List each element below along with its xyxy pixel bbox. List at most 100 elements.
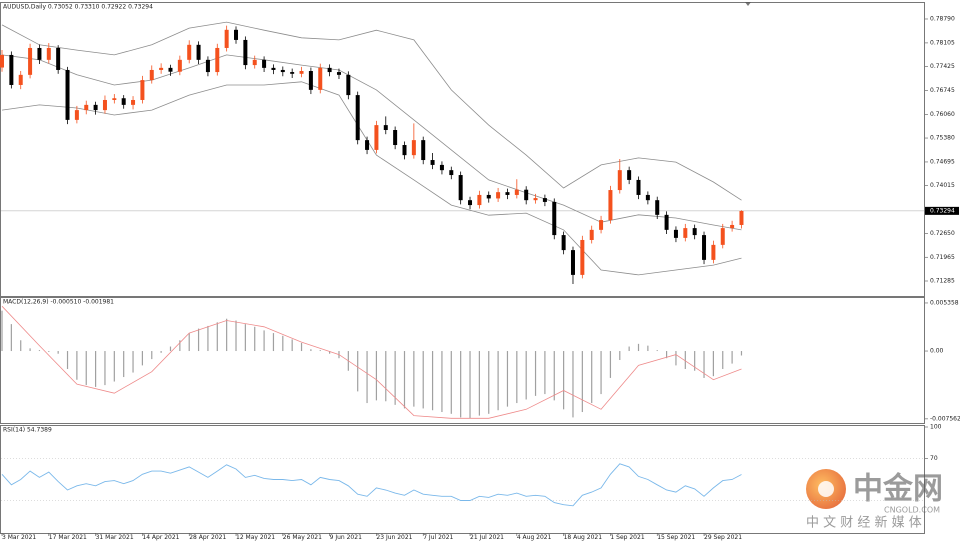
candle-body [739,211,744,225]
candle-body [271,67,276,70]
candle-body [168,67,173,72]
panel-title: RSI(14) 54.7389 [3,427,52,434]
candle-body [318,67,323,90]
candle-body [664,214,669,230]
candle-body [243,39,248,66]
candle-body [505,192,510,195]
y-tick-label: 0.74695 [930,158,955,165]
candle-body [599,220,604,230]
current-price-label: 0.73294 [930,207,955,214]
x-tick-label: 18 Aug 2021 [564,534,603,541]
x-tick-label: 29 Sep 2021 [704,534,742,541]
candle-body [215,47,220,73]
x-tick-label: 17 Mar 2021 [49,534,87,541]
candle-body [486,194,491,199]
x-tick-label: 31 Mar 2021 [96,534,134,541]
candle-body [365,140,370,150]
band-upper [1,21,742,201]
candle-body [187,44,192,60]
candle-body [673,229,678,238]
y-tick-label: 0.76060 [930,111,955,118]
brand: 中金网 [853,472,943,507]
candle-body [617,170,622,191]
y-tick-label: 70 [930,455,938,462]
candle-body [627,170,632,180]
candle-body [383,125,388,131]
candle-body [56,47,61,70]
candle-body [224,29,229,48]
candle-body [140,80,145,100]
y-tick-label: 0.76745 [930,87,955,94]
candle-body [112,98,117,100]
candle-body [74,110,79,120]
candle-body [561,235,566,251]
candle-body [149,69,154,81]
candle-body [280,69,285,73]
rsi-line [1,463,742,507]
candle-body [411,140,416,156]
candle-body [327,67,332,73]
candle-body [496,192,501,199]
candle-body [159,67,164,70]
candle-body [9,54,14,85]
candle-body [608,190,613,221]
candle-body [449,170,454,176]
x-tick-label: 15 Sep 2021 [657,534,695,541]
candle-body [28,47,33,75]
candle-body [121,98,126,105]
panel-title: MACD(12,26,9) -0.000510 -0.001981 [3,299,114,306]
candle-body [37,47,42,60]
candle-body [636,179,641,195]
candle-body [299,71,304,74]
current-price-box [925,206,959,215]
candle-body [421,140,426,161]
candle-body [355,95,360,141]
candle-body [655,200,660,215]
candle-body [46,47,51,60]
candle-body [570,250,575,275]
candle-body [402,145,407,156]
candle-body [336,72,341,75]
candle-body [262,59,267,68]
x-tick-label: 9 Jun 2021 [330,534,362,541]
shift-marker [745,2,751,6]
candle-body [234,29,239,40]
candle-body [102,99,107,111]
candle-body [711,244,716,260]
site: CNGOLD.COM [884,506,940,515]
candle-body [177,59,182,72]
candle-body [430,160,435,165]
candle-body [18,74,23,85]
x-tick-label: 23 Jun 2021 [376,534,412,541]
candle-body [252,59,257,66]
y-tick-label: -0.007562 [930,415,960,422]
candle-body [468,200,473,206]
candle-body [702,235,707,260]
y-tick-label: 0.72650 [930,230,955,237]
y-tick-label: 100 [930,424,942,431]
slogan: 中 文 财 经 新 媒 体 [806,515,922,531]
candle-body [524,189,529,201]
x-tick-label: 1 Sep 2021 [610,534,644,541]
panel-title: AUDUSD,Daily 0.73052 0.73310 0.72922 0.7… [3,4,153,11]
candle-body [439,164,444,171]
candle-body [683,228,688,238]
candle-body [205,59,210,73]
candle-body [720,228,725,245]
candle-body [730,224,735,229]
candle-body [346,74,351,96]
panel-frame [0,297,925,424]
x-tick-label: 28 Apr 2021 [189,534,226,541]
x-tick-label: 26 May 2021 [283,534,322,541]
candle-body [692,228,697,236]
candle-body [84,104,89,111]
y-tick-label: 0.71285 [930,278,955,285]
candle-body [131,99,136,105]
y-tick-label: 0.78105 [930,39,955,46]
candle-body [93,104,98,111]
candle-body [477,194,482,206]
y-tick-label: 0.00 [930,348,944,355]
